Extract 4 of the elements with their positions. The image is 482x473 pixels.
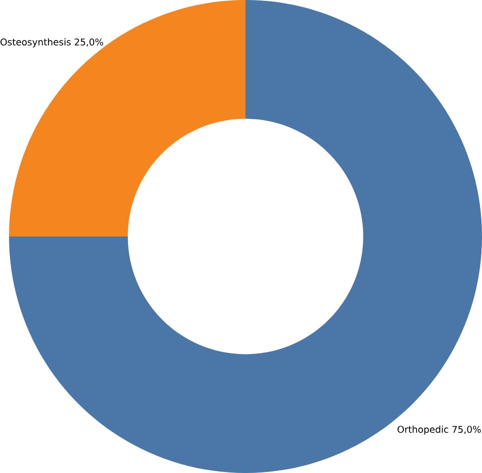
slice-label: Osteosynthesis <box>0 38 71 48</box>
slice-label: Orthopedic <box>398 426 448 435</box>
data-label: 75,0% <box>452 426 481 434</box>
data-label: 25,0% <box>74 38 104 46</box>
